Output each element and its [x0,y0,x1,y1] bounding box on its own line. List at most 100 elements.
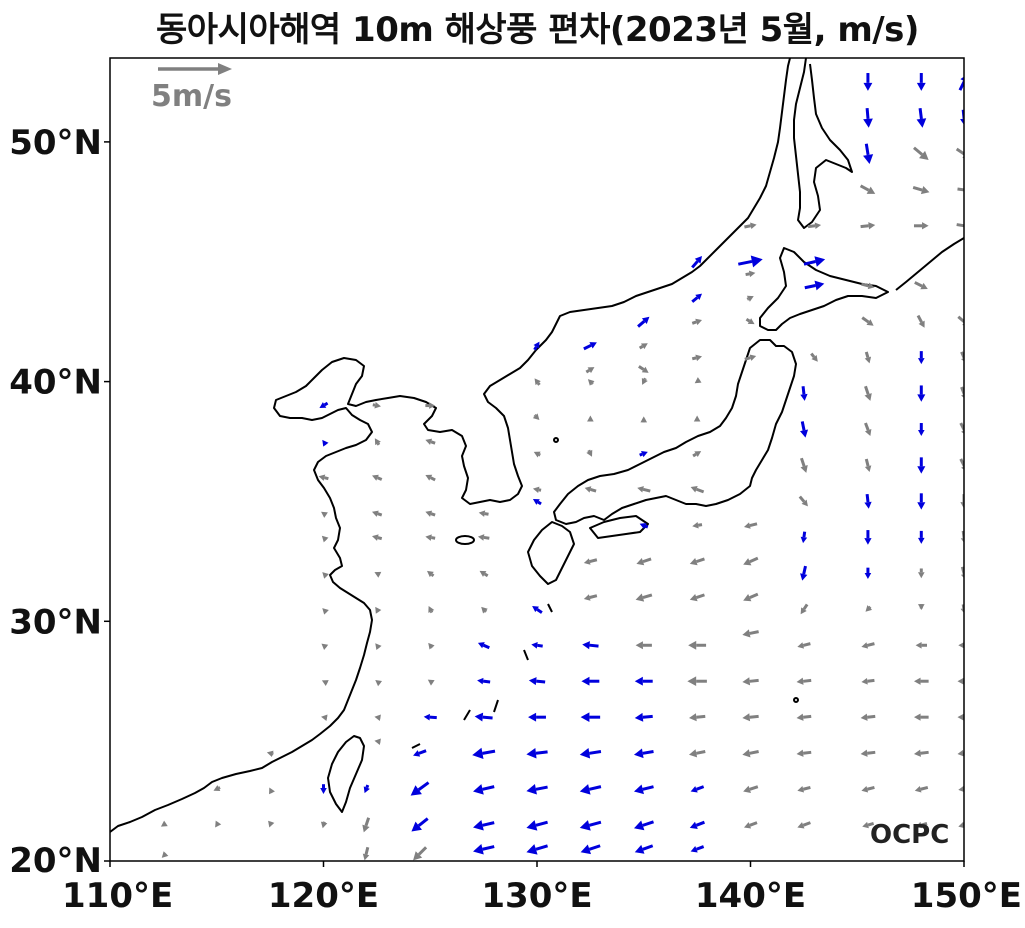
wind-arrow-shaft [697,523,703,527]
wind-arrow [533,451,541,458]
wind-arrow-head [695,318,703,326]
wind-arrow-shaft [749,750,759,755]
wind-arrow-shaft [749,630,759,635]
wind-arrow [960,494,964,509]
wind-arrow [477,534,490,541]
wind-arrow-shaft [692,452,697,458]
wind-arrow [918,568,925,579]
wind-arrow-shaft [866,786,875,791]
wind-arrow-shaft [864,385,870,395]
wind-arrow-head [161,851,169,858]
wind-arrow-shaft [695,593,705,599]
wind-arrow [918,351,925,365]
wind-arrow-shaft [639,452,643,457]
wind-arrow-shaft [800,457,806,467]
wind-arrow-shaft [483,535,490,540]
wind-arrow-head [587,367,595,374]
wind-arrow [425,474,436,482]
wind-arrow [526,748,548,759]
wind-arrow [413,846,428,861]
wind-arrow-head [268,820,275,828]
wind-arrow-head [957,749,964,757]
wind-arrow-head [579,748,591,759]
wind-arrow [477,677,491,685]
wind-arrow-head [918,430,925,437]
wind-arrow [861,316,874,326]
wind-arrow-head [413,750,421,757]
wind-arrow-shaft [417,817,429,827]
wind-arrow-head [863,154,874,165]
wind-arrow [957,713,964,721]
wind-arrow [639,451,648,458]
x-axis-ticks: 110°E 120°E 130°E 140°E 150°E [62,861,1022,916]
wind-arrow-shaft [867,678,875,683]
wind-arrow [363,784,370,794]
wind-arrow-head [477,677,484,685]
wind-arrow-head [641,378,648,385]
wind-arrow-head [748,270,756,278]
wind-arrow-head [640,343,648,350]
wind-arrow [266,750,274,757]
wind-arrow-head [321,714,328,722]
wind-arrow [583,558,598,565]
wind-arrow [640,416,648,423]
wind-arrow-shaft [744,356,751,361]
wind-arrow [800,565,808,581]
wind-arrow-shaft [695,785,705,791]
wind-arrow-head [811,354,818,362]
wind-arrow-shaft [749,678,759,683]
wind-arrow-head [860,713,868,721]
wind-arrow-shaft [591,382,594,386]
wind-arrow [215,820,222,828]
wind-arrow [269,787,275,795]
wind-arrow [798,495,808,507]
wind-arrow-head [583,558,591,565]
wind-arrow [587,379,595,386]
wind-arrow [913,222,929,230]
wind-arrow-head [919,150,929,160]
wind-arrow-head [743,522,751,529]
wind-arrow [745,317,755,325]
y-tick-label: 30°N [9,602,102,642]
wind-arrow [691,354,703,362]
wind-arrow [477,642,490,650]
map-title: 동아시아해역 10m 해상풍 편차(2023년 5월, m/s) [156,10,919,50]
wind-arrow [864,458,872,473]
x-tick-label: 120°E [268,876,379,916]
wind-arrow [864,422,872,437]
wind-arrow-head [796,749,804,757]
wind-arrow-shaft [482,821,495,827]
wind-arrow-head [690,786,698,793]
wind-arrow-head [867,282,875,290]
wind-arrow-shaft [587,449,591,453]
wind-arrow-head [864,465,872,473]
wind-arrow-shaft [482,715,493,720]
reference-arrow: 5m/s [151,63,232,114]
wind-arrow [481,606,488,614]
wind-arrow-head [322,439,329,447]
wind-arrow-head [797,822,805,829]
wind-arrow-head [322,572,329,579]
wind-arrow-head [429,402,436,409]
wind-arrow-shaft [695,845,705,851]
wind-arrow-head [861,786,869,793]
wind-arrow-head [743,594,752,602]
wind-arrow [864,530,872,545]
wind-arrow [322,572,329,579]
wind-arrow-head [374,571,382,578]
wind-arrow-shaft [912,185,923,192]
wind-arrow-head [864,393,872,401]
wind-arrow-shaft [802,821,811,827]
wind-arrow [532,486,542,494]
wind-arrow-head [688,640,697,650]
wind-arrow-head [371,510,379,517]
wind-arrow-shaft [868,605,872,609]
wind-arrow-head [689,821,698,829]
wind-arrow [743,785,759,793]
wind-arrow-head [960,608,964,614]
wind-arrow-head [746,295,754,302]
wind-arrow-shaft [588,844,601,851]
wind-arrow [807,222,822,229]
wind-arrow-head [918,604,925,611]
